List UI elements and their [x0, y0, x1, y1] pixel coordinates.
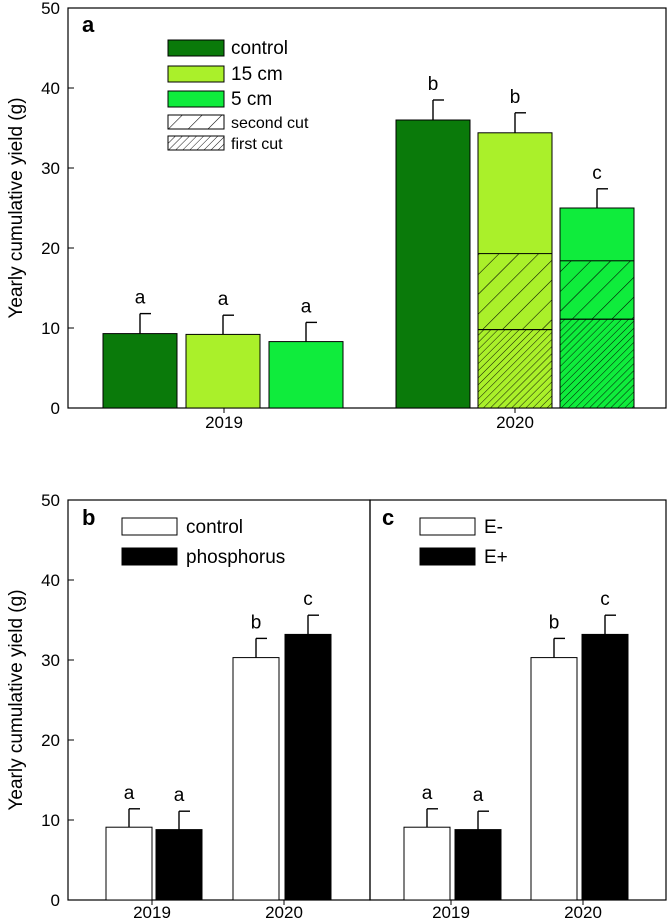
y-tick-label: 20 — [41, 239, 60, 258]
y-tick-label: 50 — [41, 491, 60, 510]
panel-b-bars: a b a c — [105, 589, 332, 901]
second-cut-segment — [477, 253, 553, 331]
panel-c-legend: E- E+ — [419, 517, 508, 568]
panel-a: a Yearly cumulative yield (g) 0 10 20 30 40 5… — [6, 0, 667, 432]
bar — [155, 829, 203, 901]
bar — [268, 341, 344, 409]
legend-label-control: control — [186, 517, 243, 538]
x-tick-label: 2020 — [496, 413, 534, 432]
legend-swatch-5cm — [167, 90, 225, 108]
y-tick-label: 40 — [41, 79, 60, 98]
significance-letter: a — [174, 785, 185, 806]
panel-b-x-axis: 2019 2020 — [133, 900, 303, 922]
x-tick-label: 2019 — [432, 903, 470, 922]
first-cut-segment — [559, 318, 635, 409]
significance-letter: a — [218, 289, 229, 310]
panel-a-x-axis: 2019 2020 — [205, 408, 534, 432]
legend-label-e-plus: E+ — [484, 547, 508, 568]
significance-letter: b — [510, 87, 521, 108]
legend-label-5cm: 5 cm — [231, 89, 272, 110]
significance-letter: a — [473, 785, 484, 806]
y-tick-label: 0 — [51, 399, 60, 418]
significance-letter: b — [549, 612, 560, 633]
panel-b-legend: control phosphorus — [121, 517, 285, 568]
legend-label-control: control — [231, 38, 288, 59]
bar — [284, 633, 332, 901]
y-tick-label: 20 — [41, 731, 60, 750]
bar — [102, 333, 178, 409]
legend-swatch-second-cut — [167, 114, 225, 130]
bar — [395, 119, 471, 409]
bar — [581, 633, 629, 901]
panel-a-bars: a b a b a c — [102, 74, 635, 409]
panel-a-frame — [67, 7, 667, 409]
significance-letter: c — [303, 589, 313, 610]
bar — [185, 333, 261, 409]
legend-label-second-cut: second cut — [231, 115, 309, 132]
second-cut-segment — [559, 260, 635, 320]
panel-b-y-axis: 0 10 20 30 40 50 — [41, 491, 74, 910]
legend-label-e-minus: E- — [484, 517, 503, 538]
significance-letter: a — [301, 296, 312, 317]
panel-b-y-axis-title: Yearly cumulative yield (g) — [6, 589, 27, 810]
significance-letter: a — [124, 783, 135, 804]
panel-c-label: c — [382, 505, 394, 530]
y-tick-label: 50 — [41, 0, 60, 18]
significance-letter: c — [600, 589, 610, 610]
panel-c-frame — [369, 499, 667, 901]
panel-a-legend: control 15 cm 5 cm second cut first cut — [167, 38, 309, 153]
legend-swatch-phosphorus — [121, 547, 178, 566]
bar — [232, 657, 280, 901]
x-tick-label: 2019 — [133, 903, 171, 922]
bar — [105, 826, 153, 901]
y-tick-label: 10 — [41, 319, 60, 338]
legend-swatch-control — [167, 39, 225, 57]
y-tick-label: 30 — [41, 651, 60, 670]
significance-letter: c — [592, 163, 602, 184]
x-tick-label: 2020 — [265, 903, 303, 922]
panel-b: b Yearly cumulative yield (g) 0 10 20 30 40 5… — [6, 491, 371, 922]
panel-c-x-axis: 2019 2020 — [432, 900, 602, 922]
significance-letter: a — [135, 288, 146, 309]
x-tick-label: 2019 — [205, 413, 243, 432]
panel-c: c 2019 2020 a b a c E- E+ — [369, 499, 667, 922]
bar — [454, 829, 502, 901]
x-tick-label: 2020 — [564, 903, 602, 922]
y-tick-label: 0 — [51, 891, 60, 910]
bar — [530, 657, 578, 901]
panel-a-y-axis-title: Yearly cumulative yield (g) — [6, 97, 27, 318]
first-cut-segment — [477, 329, 553, 409]
legend-swatch-e-minus — [419, 517, 476, 536]
legend-swatch-15cm — [167, 65, 225, 83]
panel-a-y-axis: 0 10 20 30 40 50 — [41, 0, 74, 418]
panel-a-label: a — [82, 12, 95, 37]
y-tick-label: 10 — [41, 811, 60, 830]
panel-c-bars: a b a c — [403, 589, 629, 901]
legend-label-first-cut: first cut — [231, 136, 283, 153]
significance-letter: b — [251, 612, 262, 633]
significance-letter: b — [428, 74, 439, 95]
bar — [403, 826, 451, 901]
legend-swatch-first-cut — [167, 135, 225, 151]
y-tick-label: 40 — [41, 571, 60, 590]
legend-swatch-control — [121, 517, 178, 536]
panel-b-label: b — [82, 505, 95, 530]
legend-label-15cm: 15 cm — [231, 64, 283, 85]
legend-swatch-e-plus — [419, 547, 476, 566]
y-tick-label: 30 — [41, 159, 60, 178]
significance-letter: a — [422, 783, 433, 804]
legend-label-phosphorus: phosphorus — [186, 547, 285, 568]
